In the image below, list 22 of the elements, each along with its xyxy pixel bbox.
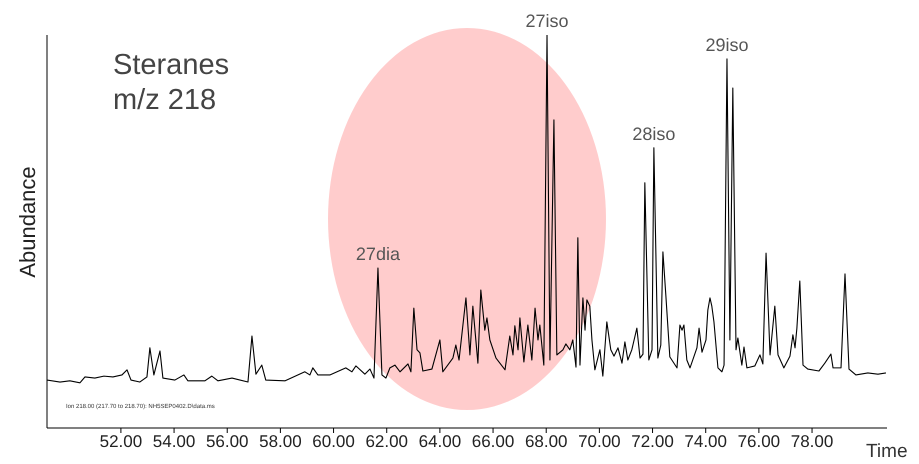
x-tick-label: 70.00 bbox=[578, 432, 621, 452]
y-axis-title: Abundance bbox=[15, 166, 41, 278]
x-tick-label: 72.00 bbox=[631, 432, 674, 452]
x-tick-label: 52.00 bbox=[100, 432, 142, 452]
annotation: 27iso bbox=[525, 11, 569, 31]
x-tick-label: 56.00 bbox=[206, 432, 248, 452]
x-tick-label: 76.00 bbox=[738, 432, 780, 452]
text: Steranes bbox=[113, 48, 230, 83]
x-tick-label: 58.00 bbox=[259, 432, 302, 452]
x-axis-title: Time bbox=[866, 441, 908, 463]
x-tick-label: 64.00 bbox=[418, 432, 462, 452]
x-tick-label: 60.00 bbox=[312, 432, 355, 452]
x-tick-label: 54.00 bbox=[152, 432, 196, 452]
annotation: 27dia bbox=[356, 244, 401, 264]
x-tick-label: 74.00 bbox=[684, 432, 727, 452]
x-tick-label: 78.00 bbox=[790, 432, 834, 452]
x-tick-label: 62.00 bbox=[365, 432, 408, 452]
text: m/z 218 bbox=[113, 83, 216, 118]
annotation: 29iso bbox=[705, 34, 748, 55]
x-tick-label: 68.00 bbox=[524, 432, 568, 452]
x-tick-label: 66.00 bbox=[472, 432, 514, 452]
annotation: 28iso bbox=[632, 124, 676, 144]
